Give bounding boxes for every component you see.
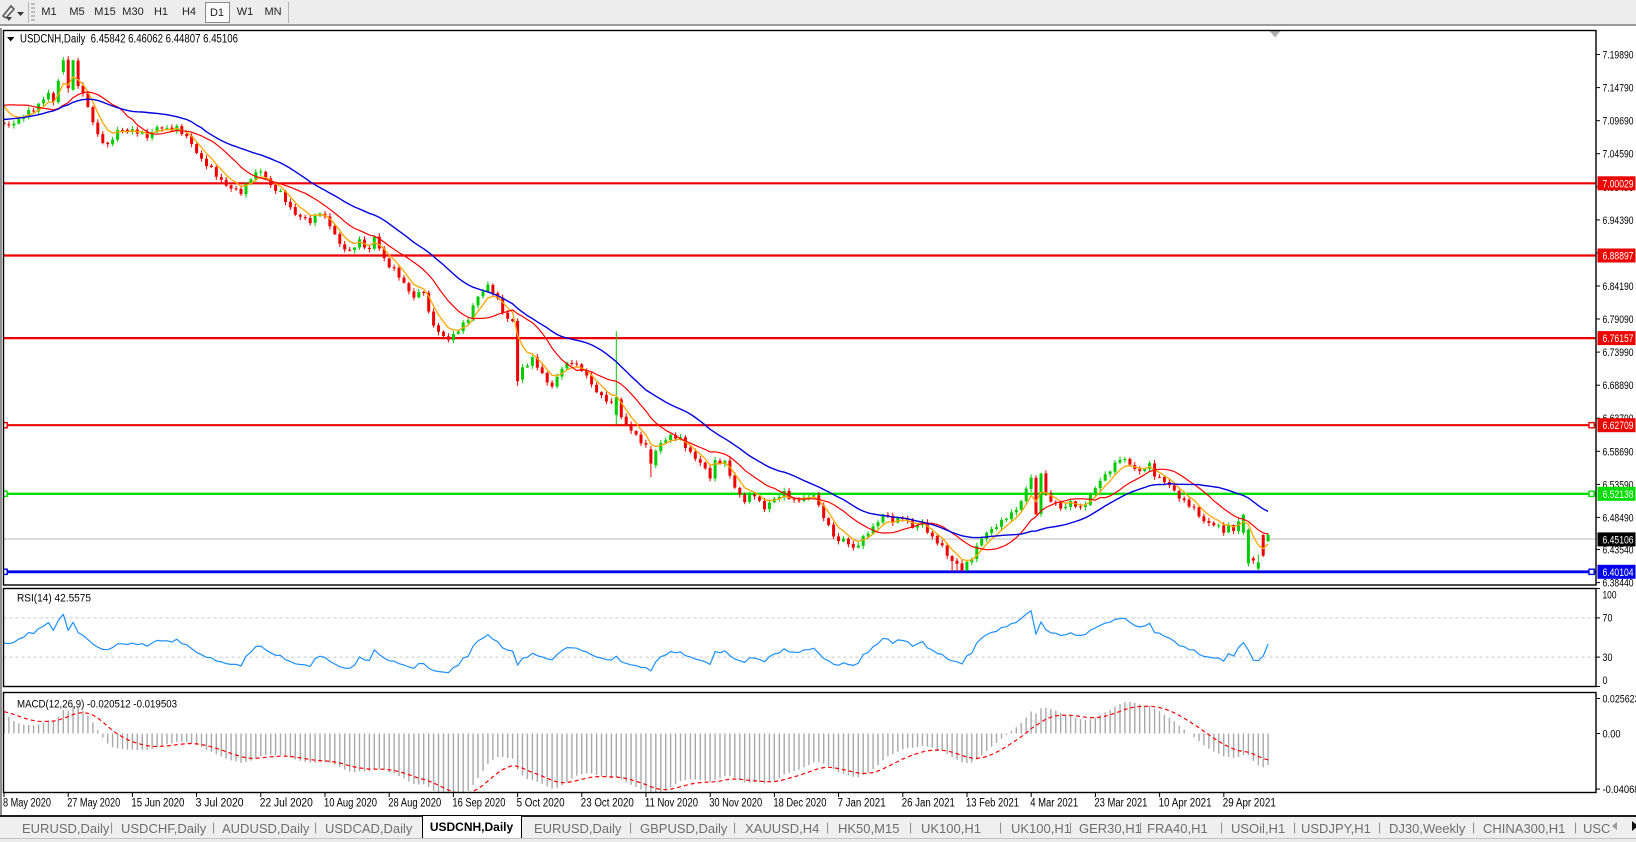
svg-text:6.94390: 6.94390	[1603, 215, 1634, 227]
svg-text:6.88897: 6.88897	[1603, 251, 1634, 263]
svg-text:26 Jan 2021: 26 Jan 2021	[902, 798, 955, 810]
svg-text:6.38440: 6.38440	[1603, 578, 1634, 590]
svg-text:6.76157: 6.76157	[1603, 333, 1634, 345]
svg-text:10 Apr 2021: 10 Apr 2021	[1159, 798, 1212, 810]
svg-text:11 Nov 2020: 11 Nov 2020	[645, 798, 698, 810]
svg-text:3 Jul 2020: 3 Jul 2020	[196, 798, 244, 810]
svg-text:100: 100	[1603, 590, 1617, 602]
svg-text:7.00029: 7.00029	[1603, 178, 1634, 190]
svg-text:MACD(12,26,9) -0.020512 -0.019: MACD(12,26,9) -0.020512 -0.019503	[17, 699, 177, 711]
svg-text:6.52138: 6.52138	[1603, 489, 1634, 501]
svg-text:6.84190: 6.84190	[1603, 281, 1634, 293]
svg-text:23 Oct 2020: 23 Oct 2020	[581, 798, 634, 810]
svg-text:6.40104: 6.40104	[1603, 567, 1634, 579]
svg-text:-0.04068: -0.04068	[1603, 784, 1636, 796]
svg-text:30 Nov 2020: 30 Nov 2020	[709, 798, 762, 810]
svg-text:27 May 2020: 27 May 2020	[67, 798, 120, 810]
svg-text:0.00: 0.00	[1603, 729, 1621, 741]
svg-text:5 Oct 2020: 5 Oct 2020	[517, 798, 565, 810]
svg-text:30: 30	[1603, 652, 1613, 664]
svg-text:4 Mar 2021: 4 Mar 2021	[1030, 798, 1078, 810]
svg-text:0.025623: 0.025623	[1603, 694, 1636, 706]
svg-text:7.04590: 7.04590	[1603, 149, 1634, 161]
svg-text:7.09690: 7.09690	[1603, 116, 1634, 128]
svg-text:6.79090: 6.79090	[1603, 314, 1634, 326]
svg-text:29 Apr 2021: 29 Apr 2021	[1223, 798, 1276, 810]
svg-text:18 Dec 2020: 18 Dec 2020	[773, 798, 826, 810]
svg-text:USDCNH,Daily 6.45842 6.46062: USDCNH,Daily 6.45842 6.46062 6.44807 6.4…	[20, 34, 238, 46]
svg-text:0: 0	[1603, 675, 1608, 687]
svg-text:6.48490: 6.48490	[1603, 512, 1634, 524]
svg-text:7.19890: 7.19890	[1603, 50, 1634, 62]
svg-text:16 Sep 2020: 16 Sep 2020	[452, 798, 505, 810]
svg-text:7 Jan 2021: 7 Jan 2021	[838, 798, 886, 810]
svg-text:8 May 2020: 8 May 2020	[3, 798, 51, 810]
svg-text:RSI(14) 42.5575: RSI(14) 42.5575	[17, 593, 91, 605]
svg-text:6.73990: 6.73990	[1603, 347, 1634, 359]
svg-text:13 Feb 2021: 13 Feb 2021	[966, 798, 1019, 810]
svg-text:22 Jul 2020: 22 Jul 2020	[260, 798, 313, 810]
svg-text:23 Mar 2021: 23 Mar 2021	[1094, 798, 1147, 810]
svg-text:6.62709: 6.62709	[1603, 420, 1634, 432]
svg-text:7.14790: 7.14790	[1603, 83, 1634, 95]
svg-text:6.68890: 6.68890	[1603, 380, 1634, 392]
svg-text:6.43540: 6.43540	[1603, 545, 1634, 557]
svg-text:15 Jun 2020: 15 Jun 2020	[131, 798, 184, 810]
svg-text:10 Aug 2020: 10 Aug 2020	[324, 798, 377, 810]
svg-text:70: 70	[1603, 613, 1613, 625]
svg-text:6.45106: 6.45106	[1603, 534, 1634, 546]
svg-text:28 Aug 2020: 28 Aug 2020	[388, 798, 441, 810]
svg-text:6.58690: 6.58690	[1603, 446, 1634, 458]
